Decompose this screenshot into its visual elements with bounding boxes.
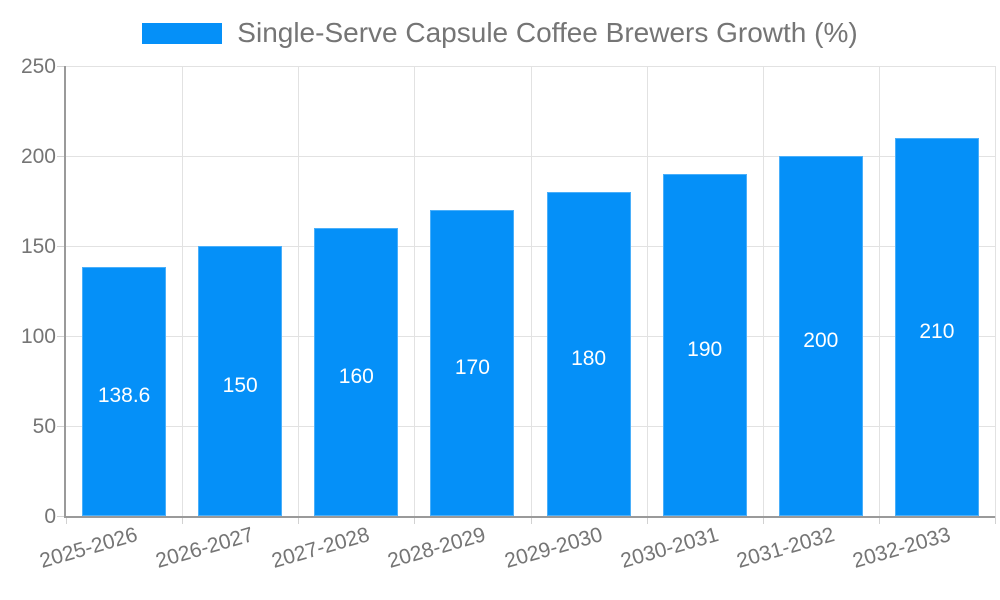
x-axis-tick: [646, 516, 648, 524]
y-axis-tick-label: 200: [20, 144, 56, 168]
bar-value-label: 190: [687, 338, 723, 361]
bar-value-label: 210: [919, 320, 955, 343]
x-axis-tick: [414, 516, 416, 524]
bar-value-label: 200: [803, 329, 839, 352]
bar[interactable]: [778, 156, 863, 516]
y-axis-tick: [57, 336, 65, 337]
y-axis-tick: [57, 426, 65, 427]
x-axis-line: [64, 516, 995, 518]
bar[interactable]: [82, 266, 167, 516]
legend-series-label: Single-Serve Capsule Coffee Brewers Grow…: [237, 17, 858, 48]
x-axis-tick: [66, 516, 67, 524]
y-axis-tick-label: 100: [20, 324, 56, 348]
vertical-gridline: [182, 66, 184, 516]
y-axis-tick: [57, 246, 65, 247]
vertical-gridline: [298, 66, 300, 516]
x-axis-tick: [182, 516, 184, 524]
chart-legend: Single-Serve Capsule Coffee Brewers Grow…: [0, 18, 1000, 48]
y-axis-tick-label: 50: [32, 414, 56, 438]
x-axis-tick: [995, 516, 996, 524]
x-axis-tick: [878, 516, 880, 524]
bar[interactable]: [894, 138, 979, 516]
x-axis-tick: [762, 516, 764, 524]
bar-value-label: 180: [571, 347, 607, 370]
y-axis-tick: [57, 156, 65, 157]
bar-value-label: 138.6: [97, 384, 151, 408]
x-axis-tick: [298, 516, 300, 524]
bar[interactable]: [662, 174, 747, 516]
x-axis-tick: [530, 516, 532, 524]
y-axis-tick: [57, 66, 65, 67]
bar-value-label: 150: [222, 374, 258, 397]
y-axis-tick: [57, 516, 65, 517]
vertical-gridline: [995, 66, 996, 516]
bar[interactable]: [546, 192, 631, 516]
bar[interactable]: [198, 246, 283, 516]
vertical-gridline: [646, 66, 648, 516]
vertical-gridline: [414, 66, 416, 516]
vertical-gridline: [878, 66, 880, 516]
legend-swatch-icon: [142, 22, 223, 44]
vertical-gridline: [530, 66, 532, 516]
bar[interactable]: [314, 228, 399, 516]
bar-value-label: 160: [338, 365, 374, 388]
bar-value-label: 170: [454, 356, 490, 379]
y-axis-line: [64, 66, 66, 518]
vertical-gridline: [762, 66, 764, 516]
bar[interactable]: [430, 210, 515, 516]
y-axis-tick-label: 0: [44, 504, 56, 528]
legend-item[interactable]: Single-Serve Capsule Coffee Brewers Grow…: [142, 17, 858, 48]
y-axis-tick-label: 150: [20, 234, 56, 258]
y-axis-tick-label: 250: [20, 54, 56, 78]
